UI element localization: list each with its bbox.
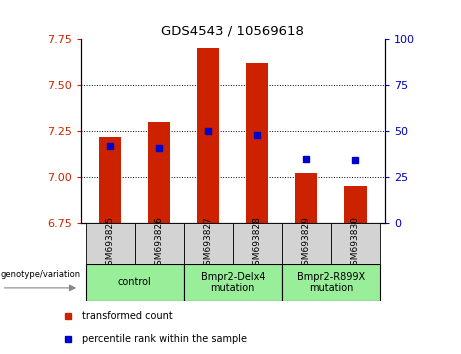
Text: percentile rank within the sample: percentile rank within the sample xyxy=(82,334,247,344)
Text: GSM693826: GSM693826 xyxy=(155,216,164,271)
Bar xyxy=(233,223,282,264)
Text: transformed count: transformed count xyxy=(82,311,173,321)
Bar xyxy=(86,264,184,301)
Bar xyxy=(135,223,184,264)
Text: GSM693829: GSM693829 xyxy=(302,216,311,271)
Text: GSM693828: GSM693828 xyxy=(253,216,262,271)
Bar xyxy=(99,137,121,223)
Bar xyxy=(282,264,380,301)
Title: GDS4543 / 10569618: GDS4543 / 10569618 xyxy=(161,25,304,38)
Bar xyxy=(86,223,135,264)
Text: GSM693827: GSM693827 xyxy=(204,216,213,271)
Bar xyxy=(282,223,331,264)
Bar xyxy=(148,122,170,223)
Bar xyxy=(331,223,380,264)
Text: Bmpr2-Delx4
mutation: Bmpr2-Delx4 mutation xyxy=(201,272,265,293)
Text: Bmpr2-R899X
mutation: Bmpr2-R899X mutation xyxy=(297,272,365,293)
Text: GSM693825: GSM693825 xyxy=(106,216,115,271)
Text: control: control xyxy=(118,277,152,287)
Text: genotype/variation: genotype/variation xyxy=(0,270,80,279)
Bar xyxy=(184,223,233,264)
Bar xyxy=(184,264,282,301)
Bar xyxy=(197,48,219,223)
Bar xyxy=(296,173,318,223)
Bar xyxy=(246,63,268,223)
Bar xyxy=(344,186,366,223)
Text: GSM693830: GSM693830 xyxy=(351,216,360,271)
